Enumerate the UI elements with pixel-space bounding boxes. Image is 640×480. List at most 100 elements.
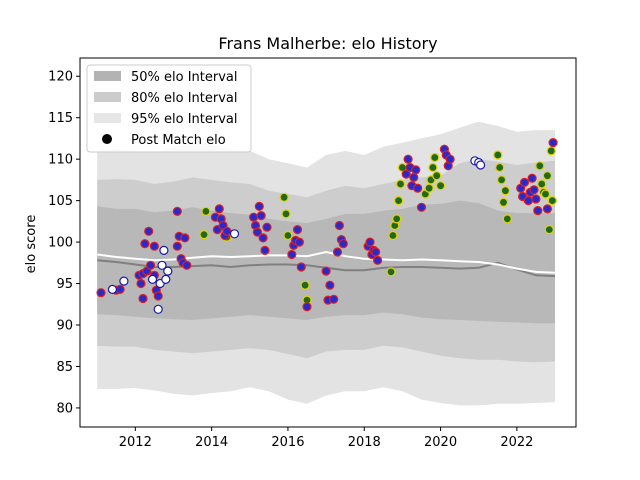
- loss-point: [292, 225, 303, 235]
- y-tick-label: 110: [48, 153, 73, 168]
- legend-swatch: [94, 92, 121, 102]
- y-tick-label: 120: [48, 70, 73, 85]
- draw-point: [119, 276, 129, 286]
- loss-point: [519, 177, 530, 187]
- win-point: [502, 214, 512, 224]
- x-tick-label: 2018: [348, 435, 381, 450]
- loss-point: [144, 226, 154, 236]
- loss-point: [321, 266, 331, 276]
- loss-point: [529, 185, 539, 195]
- loss-point: [296, 262, 306, 272]
- x-axis-ticks: 2012 2014 2016 2018 2020 2022: [119, 427, 533, 450]
- win-point: [537, 179, 547, 189]
- loss-point: [96, 288, 106, 298]
- legend: 50% elo Interval 80% elo Interval 95% elo …: [86, 64, 252, 153]
- loss-point: [365, 237, 375, 247]
- loss-point: [523, 196, 533, 206]
- win-point: [436, 181, 446, 191]
- win-point: [388, 230, 398, 241]
- confidence-bands: [97, 121, 555, 406]
- y-axis-label: elo score: [24, 215, 39, 274]
- loss-point: [527, 173, 537, 183]
- loss-point: [180, 233, 190, 243]
- win-point: [386, 267, 396, 277]
- win-point: [395, 179, 406, 189]
- win-point: [281, 209, 291, 219]
- legend-swatch: [94, 113, 121, 123]
- y-tick-label: 80: [56, 401, 73, 416]
- loss-point: [325, 280, 335, 290]
- loss-point: [172, 206, 182, 216]
- y-tick-label: 105: [48, 194, 73, 209]
- loss-point: [548, 138, 558, 148]
- legend-label: Post Match elo: [131, 133, 226, 148]
- x-tick-label: 2014: [195, 435, 228, 450]
- win-point: [535, 161, 545, 171]
- draw-point: [159, 245, 169, 255]
- loss-point: [115, 284, 125, 294]
- draw-point: [147, 274, 158, 284]
- x-tick-label: 2020: [424, 435, 457, 450]
- loss-point: [413, 183, 423, 193]
- loss-point: [371, 247, 381, 257]
- loss-point: [533, 206, 543, 216]
- loss-point: [338, 239, 348, 249]
- loss-point: [531, 194, 541, 204]
- loss-point: [256, 211, 266, 221]
- win-point: [283, 230, 293, 241]
- x-tick-label: 2022: [500, 435, 533, 450]
- win-point: [497, 175, 507, 185]
- win-point: [547, 196, 557, 206]
- mean-line: [97, 250, 556, 274]
- win-point: [424, 183, 434, 193]
- loss-point: [136, 278, 146, 289]
- loss-point: [149, 241, 159, 251]
- post-match-points: [96, 138, 558, 314]
- draw-point: [153, 304, 163, 314]
- win-point: [500, 186, 510, 196]
- win-point: [493, 150, 503, 160]
- loss-point: [214, 204, 224, 214]
- legend-box: [86, 64, 252, 153]
- loss-point: [302, 302, 312, 312]
- loss-point: [146, 260, 156, 270]
- win-point: [432, 171, 442, 181]
- plot-area: [96, 121, 558, 406]
- win-point: [495, 162, 505, 173]
- win-point: [392, 214, 402, 224]
- loss-point: [401, 169, 411, 179]
- loss-point: [334, 220, 344, 231]
- loss-point: [258, 233, 268, 243]
- win-point: [430, 152, 440, 163]
- loss-point: [249, 212, 259, 222]
- win-point: [498, 197, 509, 207]
- loss-point: [332, 247, 343, 257]
- win-point: [199, 230, 209, 240]
- legend-marker: [102, 134, 112, 144]
- draw-point: [157, 260, 167, 270]
- loss-point: [138, 293, 148, 304]
- chart-title: Frans Malherbe: elo History: [218, 34, 437, 53]
- draw-point: [107, 284, 118, 294]
- loss-point: [172, 241, 182, 251]
- y-axis-ticks: 80 85 90 95 100 105 110 115 120: [48, 70, 80, 416]
- loss-point: [411, 165, 421, 175]
- win-point: [394, 196, 404, 206]
- win-point: [279, 192, 289, 202]
- loss-point: [294, 237, 304, 247]
- y-tick-label: 90: [56, 319, 73, 334]
- loss-point: [140, 239, 150, 249]
- loss-point: [445, 154, 455, 164]
- legend-label: 50% elo Interval: [131, 70, 238, 85]
- loss-point: [153, 291, 163, 301]
- win-point: [428, 162, 438, 173]
- draw-point: [161, 274, 171, 284]
- loss-point: [222, 226, 232, 236]
- draw-point: [476, 160, 486, 170]
- win-point: [300, 280, 310, 290]
- win-point: [540, 189, 551, 199]
- y-tick-label: 95: [56, 277, 73, 292]
- loss-point: [254, 201, 264, 211]
- legend-label: 95% elo Interval: [131, 112, 238, 127]
